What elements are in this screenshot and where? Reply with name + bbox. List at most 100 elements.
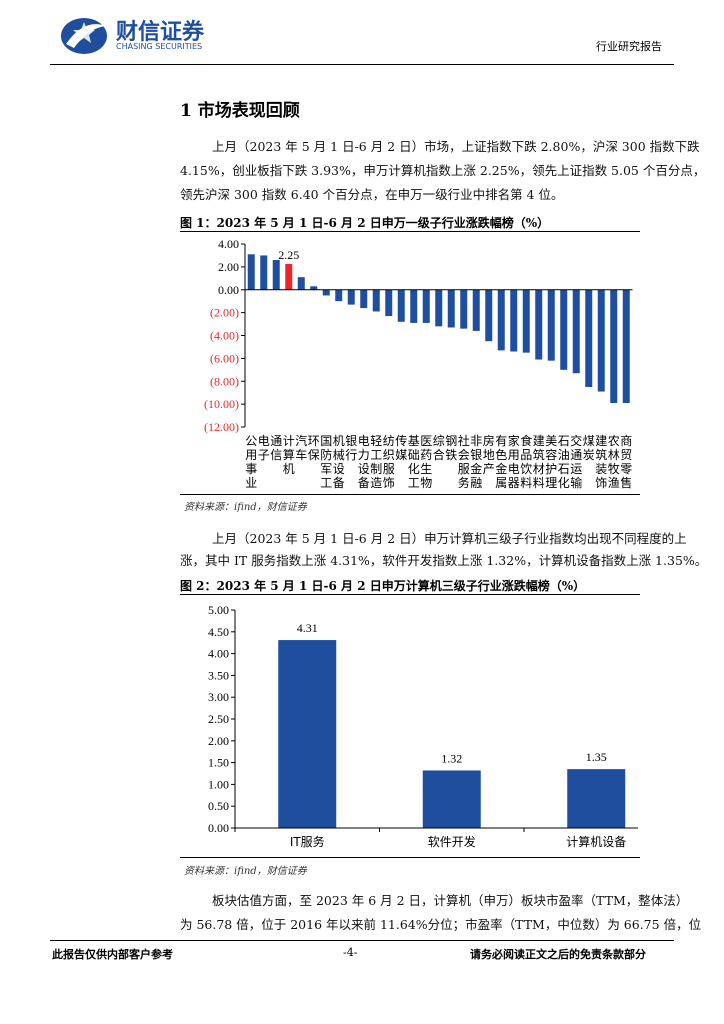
x-tick-label: 银行 <box>345 434 357 462</box>
y-tick-label: (6.00) <box>210 351 239 365</box>
x-tick-label: 轻工制造 <box>370 434 382 490</box>
bar <box>422 770 481 828</box>
figure-source: 资料来源：ifind，财信证券 <box>184 502 307 513</box>
data-label: 1.32 <box>441 751 462 765</box>
x-tick-label: 建筑材料 <box>533 434 545 490</box>
y-tick-label: 4.00 <box>208 647 229 661</box>
x-tick-label: 通信 <box>270 434 282 462</box>
x-tick-label: 国防军工 <box>320 434 332 490</box>
data-label: 4.31 <box>297 621 318 635</box>
x-tick-label: 非银金融 <box>470 434 482 490</box>
chart: 4.00 2.00 0.00 (2.00) (4.00) (6.00) (8.00) (10.… <box>204 237 633 490</box>
chart: 5.00 4.50 4.00 3.50 3.00 2.50 2.00 1.50 1.00 0.50… <box>208 603 638 849</box>
y-tick-label: (10.00) <box>204 397 239 411</box>
bar <box>535 289 543 360</box>
y-tick-label: 5.00 <box>208 603 229 617</box>
text-line: 涨，其中 IT 服务指数上涨 4.31%，软件开发指数上涨 1.32%，计算机设… <box>180 553 708 568</box>
data-label: 2.25 <box>278 248 299 262</box>
x-tick-label: 医药生物 <box>420 434 432 490</box>
y-tick-label: 4.50 <box>208 625 229 639</box>
text-line: 领先沪深 300 指数 6.40 个百分点，在申万一级行业中排名第 4 位。 <box>180 187 564 202</box>
text-line: 为 56.78 倍，位于 2016 年以来前 11.64%分位；市盈率（TTM，… <box>180 917 702 932</box>
x-tick-label: 公用事业 <box>245 434 257 490</box>
x-tick-label: 有色金属 <box>495 434 507 490</box>
bar <box>510 289 518 352</box>
footer-right: 请务必阅读正文之后的免责条款部分 <box>470 948 646 961</box>
bar <box>360 289 368 309</box>
x-tick-label: 交通运输 <box>570 433 582 490</box>
bar <box>278 640 337 828</box>
y-tick-label: (4.00) <box>210 329 239 343</box>
bar <box>310 286 318 290</box>
x-tick-label: 电子 <box>258 434 270 462</box>
y-tick-label: 2.00 <box>218 260 239 274</box>
bar <box>522 289 530 353</box>
figure-caption: 图 2：2023 年 5 月 1 日-6 月 2 日申万计算机三级子行业涨跌幅榜… <box>180 579 586 593</box>
section-title: 1 市场表现回顾 <box>180 101 300 121</box>
report-type: 行业研究报告 <box>596 40 662 53</box>
x-tick-label: 家用电器 <box>508 433 520 490</box>
x-tick-label: 基础化工 <box>408 434 420 490</box>
bar <box>460 289 468 329</box>
bar <box>422 289 430 323</box>
x-tick-label: 食品饮料 <box>520 433 532 490</box>
bar <box>485 289 493 342</box>
figure-source: 资料来源：ifind，财信证券 <box>184 866 307 877</box>
bar <box>397 289 405 322</box>
figure-caption: 图 1：2023 年 5 月 1 日-6 月 2 日申万一级子行业涨跌幅榜（%） <box>180 216 550 230</box>
x-tick-label: 石油石化 <box>558 434 570 490</box>
x-tick-label: 汽车 <box>295 433 307 462</box>
bar <box>585 289 593 387</box>
bar <box>560 289 568 370</box>
x-tick-label: 计算机 <box>283 434 295 476</box>
x-tick-label: 房地产 <box>483 433 495 476</box>
x-tick-label: 传媒 <box>395 433 407 462</box>
bar <box>410 289 418 323</box>
x-tick-label: 纺织服饰 <box>383 434 395 490</box>
text-line: 板块估值方面，至 2023 年 6 月 2 日，计算机（申万）板块市盈率（TTM… <box>212 893 689 908</box>
bar <box>322 289 330 296</box>
figure-frame <box>180 231 640 495</box>
y-tick-label: 4.00 <box>218 237 239 251</box>
figure-frame <box>180 594 640 858</box>
y-tick-label: (12.00) <box>204 420 239 434</box>
x-tick-label: 环保 <box>308 434 320 462</box>
x-tick-label: 美容护理 <box>545 434 557 490</box>
logo-sub: CHASING SECURITIES <box>116 42 203 51</box>
y-tick-label: 0.00 <box>218 283 239 297</box>
bar <box>247 254 255 290</box>
x-tick-label: 软件开发 <box>428 834 476 849</box>
bar <box>297 277 305 290</box>
y-tick-label: 0.00 <box>208 821 229 835</box>
bar <box>335 289 343 302</box>
bar <box>272 260 280 290</box>
y-tick-label: 0.50 <box>208 799 229 813</box>
data-label: 1.35 <box>586 750 607 764</box>
x-tick-label: 综合 <box>433 434 445 462</box>
x-tick-label: IT服务 <box>290 834 325 849</box>
y-tick-label: 2.00 <box>208 734 229 748</box>
logo-name: 财信证券 <box>116 20 205 45</box>
x-tick-label: 机械设备 <box>333 434 345 490</box>
bar <box>372 289 380 312</box>
y-tick-label: 2.50 <box>208 712 229 726</box>
x-tick-label: 计算机设备 <box>566 834 626 849</box>
y-tick-label: 3.50 <box>208 668 229 682</box>
x-tick-label: 社会服务 <box>458 433 470 490</box>
text-line: 上月（2023 年 5 月 1 日-6 月 2 日）申万计算机三级子行业指数均出… <box>212 531 687 546</box>
y-tick-label: 3.00 <box>208 690 229 704</box>
x-tick-label: 煤炭 <box>583 434 595 462</box>
bar <box>567 769 626 828</box>
footer-left: 此报告仅供内部客户参考 <box>52 948 173 961</box>
x-tick-label: 建筑装饰 <box>595 434 607 490</box>
x-tick-label: 电力设备 <box>358 434 370 490</box>
bar <box>547 289 555 361</box>
x-tick-label: 钢铁 <box>445 434 457 462</box>
x-tick-label: 农林牧渔 <box>608 434 620 490</box>
bar <box>597 289 605 392</box>
bar <box>472 289 480 331</box>
text-line: 上月（2023 年 5 月 1 日-6 月 2 日）市场，上证指数下跌 2.80… <box>212 139 700 154</box>
text-line: 4.15%，创业板指下跌 3.93%，申万计算机指数上涨 2.25%，领先上证指… <box>180 163 706 178</box>
logo-icon <box>61 18 107 54</box>
